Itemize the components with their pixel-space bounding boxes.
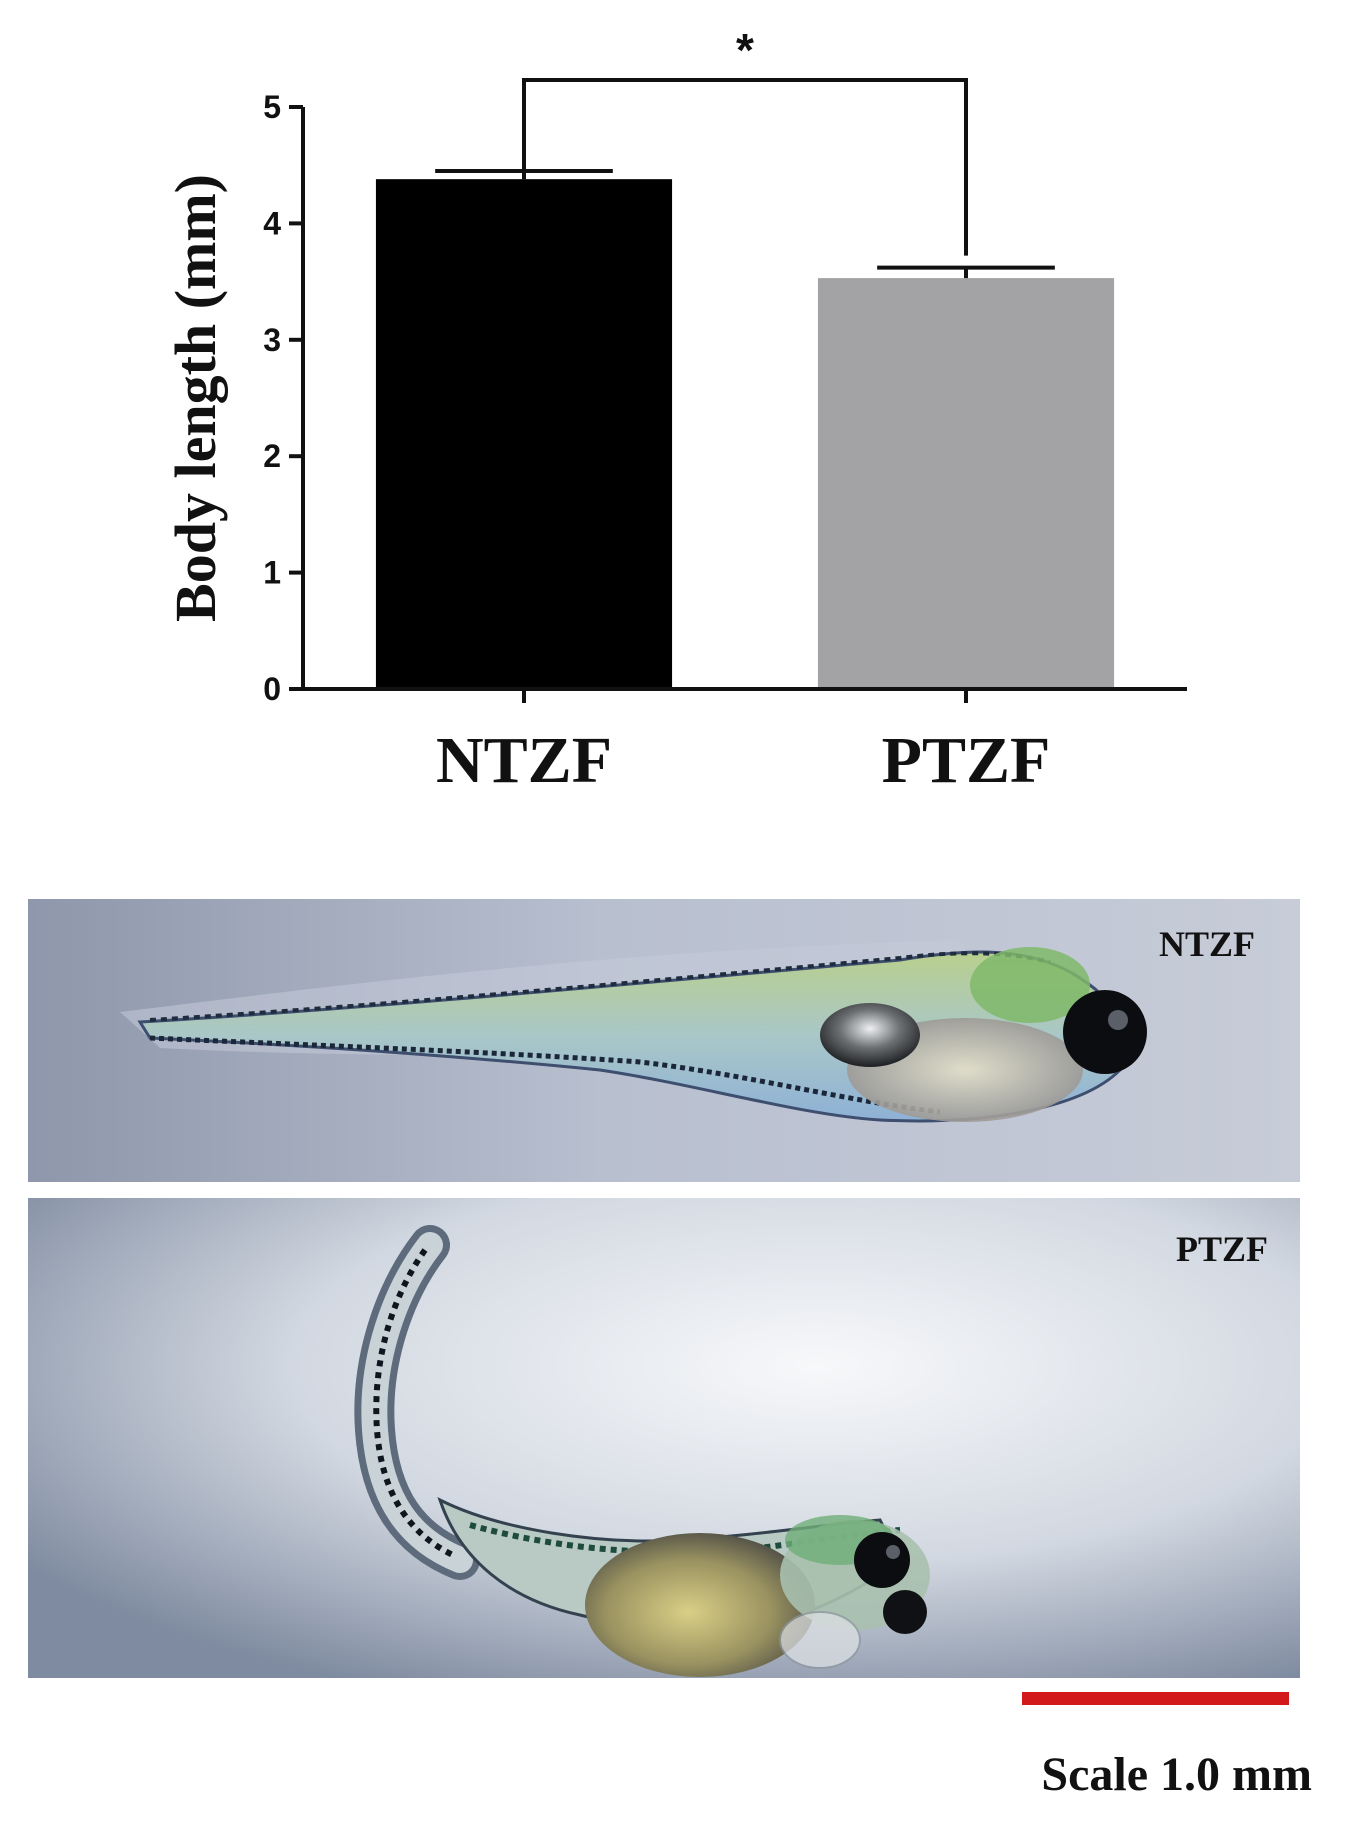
error-bar-ntzf [435, 169, 613, 180]
axes [301, 107, 1187, 703]
significance-bracket: * [522, 24, 968, 256]
photo-ptzf: PTZF [28, 1198, 1300, 1678]
bar-chart: Body length (mm) 0 1 2 3 4 5 NTZF PTZF * [163, 24, 1187, 797]
scale-bar-line [1022, 1692, 1289, 1705]
x-category-label: PTZF [882, 724, 1051, 797]
y-tick-label: 2 [263, 438, 281, 474]
x-category-label: NTZF [436, 724, 612, 797]
photo-label-ntzf: NTZF [1159, 924, 1255, 964]
y-tick-label: 5 [263, 89, 281, 125]
photo-ntzf: NTZF [28, 899, 1300, 1182]
y-tick-label: 4 [263, 205, 281, 241]
larva-ptzf [354, 1225, 930, 1677]
y-tick-label: 0 [263, 671, 281, 707]
y-axis-ticks: 0 1 2 3 4 5 [263, 89, 303, 707]
y-axis-label: Body length (mm) [163, 174, 228, 622]
bars [375, 179, 1115, 689]
scale-bar-label: Scale 1.0 mm [1041, 1748, 1312, 1801]
x-axis-categories: NTZF PTZF [436, 724, 1050, 797]
bar-ntzf [375, 179, 673, 689]
y-tick-label: 3 [263, 322, 281, 358]
significance-line [522, 78, 968, 256]
larva-ntzf [120, 940, 1147, 1123]
bar-ptzf [817, 278, 1115, 689]
significance-marker: * [736, 24, 754, 76]
y-tick-label: 1 [263, 555, 281, 591]
error-bar-ptzf [877, 265, 1055, 279]
error-bars [435, 169, 1055, 279]
scale-bar: Scale 1.0 mm [1022, 1692, 1312, 1801]
photo-label-ptzf: PTZF [1176, 1229, 1268, 1269]
